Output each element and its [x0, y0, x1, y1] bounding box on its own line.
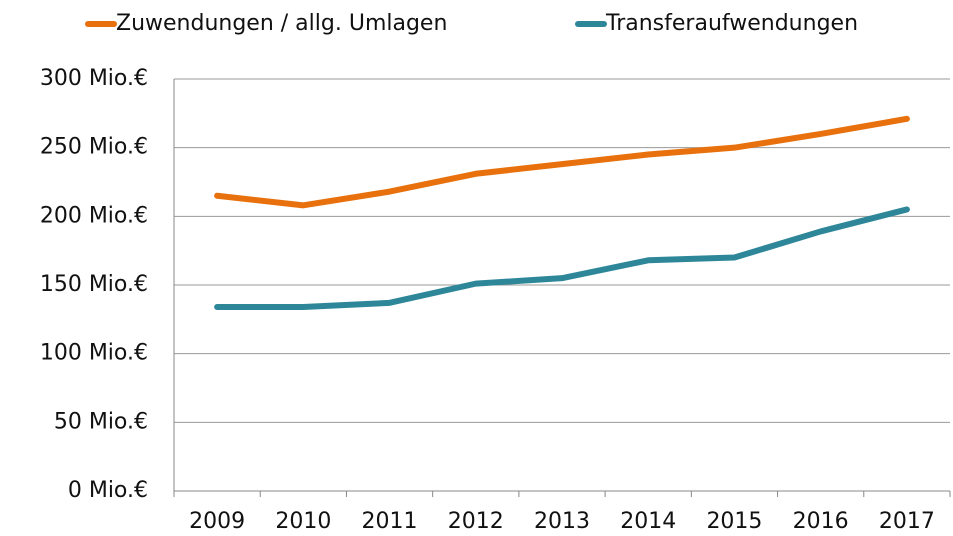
series-line — [214, 115, 910, 209]
series-line — [214, 206, 910, 310]
legend-label: Zuwendungen / allg. Umlagen — [116, 11, 447, 36]
x-tick-label: 2014 — [620, 509, 676, 534]
y-tick-label: 50 Mio.€ — [54, 409, 148, 434]
legend-label: Transferaufwendungen — [605, 11, 858, 36]
x-tick-label: 2012 — [448, 509, 504, 534]
y-tick-label: 0 Mio.€ — [68, 478, 148, 503]
x-tick-label: 2016 — [793, 509, 849, 534]
x-tick-label: 2010 — [275, 509, 331, 534]
x-tick-label: 2011 — [362, 509, 418, 534]
x-tick-label: 2017 — [879, 509, 935, 534]
x-tick-label: 2013 — [534, 509, 590, 534]
y-tick-label: 100 Mio.€ — [40, 341, 148, 366]
y-tick-label: 300 Mio.€ — [40, 66, 148, 91]
y-tick-label: 200 Mio.€ — [40, 203, 148, 228]
y-tick-label: 150 Mio.€ — [40, 272, 148, 297]
x-tick-label: 2009 — [189, 509, 245, 534]
y-tick-label: 250 Mio.€ — [40, 135, 148, 160]
x-tick-label: 2015 — [706, 509, 762, 534]
